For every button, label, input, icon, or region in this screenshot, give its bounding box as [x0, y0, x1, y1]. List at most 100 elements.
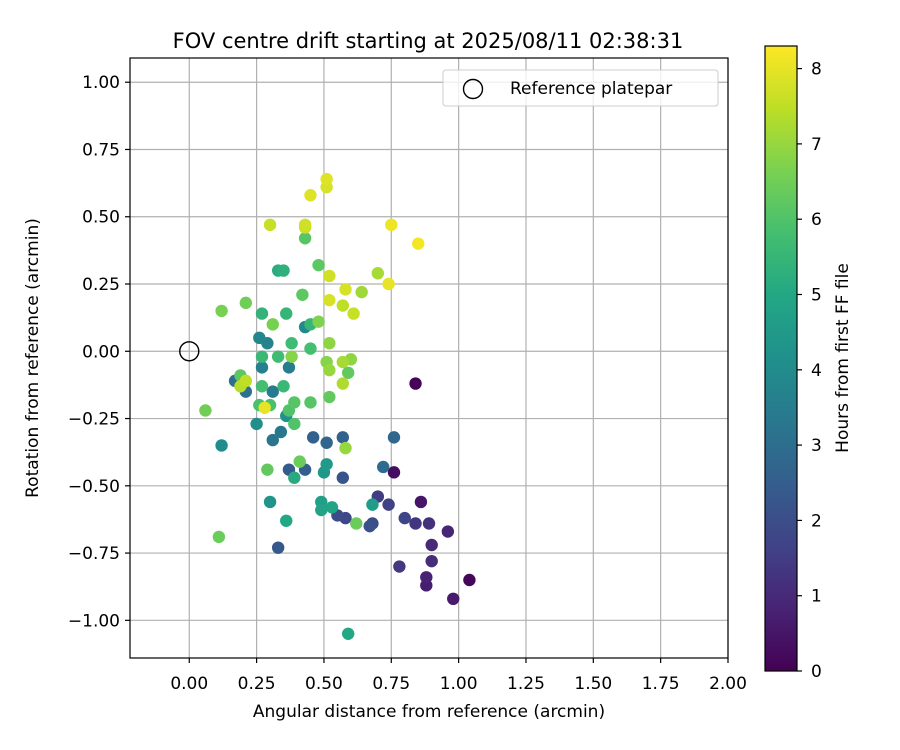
data-point — [288, 396, 301, 409]
colorbar-tick-label: 1 — [811, 587, 822, 607]
y-tick-label: 0.75 — [82, 140, 120, 160]
data-point — [212, 530, 226, 544]
data-point — [441, 525, 455, 538]
data-point — [215, 439, 228, 452]
data-point — [280, 307, 293, 320]
colorbar-gradient — [765, 46, 797, 671]
colorbar-tick-label: 0 — [811, 662, 822, 682]
data-point — [409, 517, 422, 530]
data-point — [304, 189, 317, 202]
data-point — [266, 318, 279, 331]
data-point — [304, 342, 317, 355]
data-point — [280, 514, 293, 527]
data-point — [414, 495, 428, 509]
data-point — [336, 355, 350, 369]
colorbar-tick-label: 7 — [811, 135, 822, 155]
x-tick-label: 2.00 — [709, 674, 747, 694]
data-point — [363, 519, 376, 533]
x-tick-label: 0.25 — [238, 674, 276, 694]
data-point — [341, 366, 355, 379]
data-point — [347, 307, 360, 320]
data-point — [320, 436, 333, 449]
plot-area-frame — [129, 57, 729, 659]
x-tick-label: 0.00 — [170, 674, 208, 694]
x-tick-label: 1.50 — [574, 674, 612, 694]
data-point — [298, 232, 312, 245]
data-point — [422, 517, 436, 530]
data-point — [336, 431, 350, 444]
data-point — [285, 337, 298, 350]
data-point — [385, 218, 398, 232]
data-point — [323, 363, 336, 377]
y-tick-label: −1.00 — [68, 611, 120, 631]
data-point — [393, 560, 406, 573]
colorbar-tick-label: 6 — [811, 210, 822, 230]
data-point — [288, 471, 301, 484]
data-point — [425, 554, 438, 568]
data-point — [258, 401, 271, 414]
data-point — [355, 285, 368, 299]
data-point — [320, 458, 333, 471]
legend-box — [442, 69, 719, 107]
data-point — [387, 466, 401, 479]
data-point — [377, 460, 390, 474]
data-point — [255, 350, 269, 363]
y-tick-label: 1.00 — [82, 73, 120, 93]
reference-platepar-marker — [179, 341, 200, 362]
data-point — [285, 350, 298, 363]
data-point — [255, 380, 269, 393]
data-point — [371, 267, 385, 280]
data-point — [323, 269, 336, 283]
colorbar-tick-label: 8 — [811, 60, 822, 80]
data-point — [293, 455, 306, 468]
y-axis-ticks: −1.00 −0.75 −0.50 −0.25 0.00 0.25 0.50 0.75 1.00 — [68, 73, 130, 631]
data-point — [382, 277, 395, 291]
data-point — [266, 433, 279, 447]
data-points — [199, 172, 476, 640]
data-point — [341, 627, 355, 640]
data-point — [288, 417, 301, 431]
data-point — [463, 573, 476, 587]
x-tick-label: 0.50 — [305, 674, 343, 694]
data-point — [277, 380, 290, 393]
data-point — [274, 425, 288, 439]
data-point — [298, 218, 312, 232]
x-tick-label: 0.75 — [372, 674, 410, 694]
legend-marker — [462, 78, 484, 100]
y-tick-label: 0.00 — [82, 342, 120, 362]
data-point — [387, 431, 401, 444]
data-point — [277, 264, 290, 277]
data-point — [239, 374, 253, 388]
colorbar-tick-label: 2 — [811, 511, 822, 531]
data-point — [215, 304, 228, 318]
data-point — [315, 503, 328, 517]
data-point — [255, 361, 269, 374]
data-point — [339, 441, 352, 455]
data-point — [263, 495, 277, 509]
x-tick-label: 1.00 — [440, 674, 478, 694]
data-point — [250, 417, 263, 431]
legend-label: Reference platepar — [510, 79, 672, 99]
data-point — [398, 511, 411, 525]
colorbar-tick-label: 5 — [811, 285, 822, 305]
x-axis-title: Angular distance from reference (arcmin) — [253, 702, 605, 722]
data-point — [312, 258, 325, 272]
y-tick-label: −0.25 — [68, 410, 120, 430]
data-point — [199, 404, 212, 417]
colorbar-frame — [764, 45, 798, 672]
data-point — [282, 361, 296, 374]
data-point — [336, 299, 350, 312]
data-point — [336, 471, 350, 484]
x-tick-label: 1.75 — [642, 674, 680, 694]
data-point — [296, 288, 309, 301]
data-point — [266, 385, 279, 398]
data-point — [253, 331, 266, 345]
data-point — [409, 377, 422, 390]
data-point — [263, 218, 277, 232]
data-point — [312, 315, 325, 328]
data-point — [323, 337, 336, 350]
chart-title: FOV centre drift starting at 2025/08/11 … — [173, 29, 684, 53]
x-axis-ticks: 0.00 0.25 0.50 0.75 1.00 1.25 1.50 1.75 2.00 — [170, 658, 747, 694]
